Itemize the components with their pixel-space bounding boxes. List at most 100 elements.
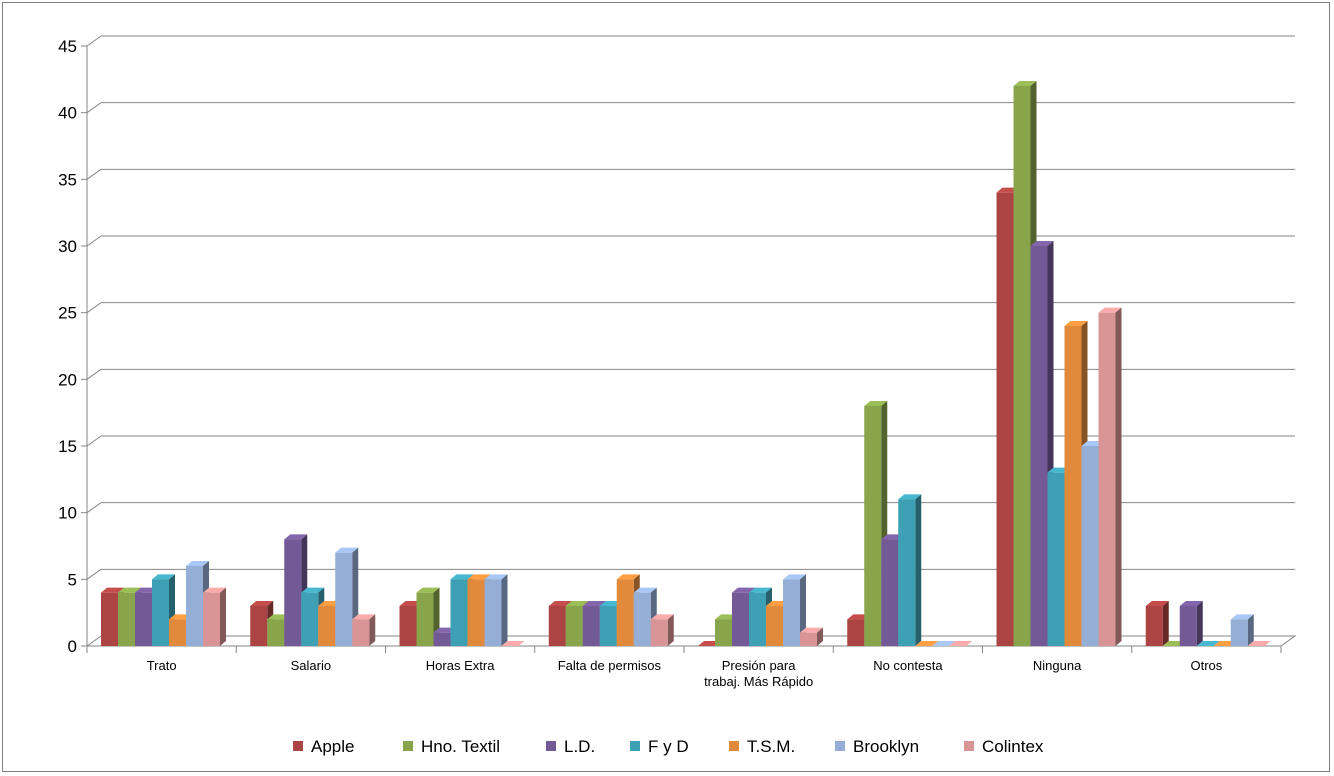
bar-side bbox=[1247, 614, 1254, 646]
bar-top bbox=[783, 574, 806, 580]
y-tick-label: 20 bbox=[58, 370, 77, 389]
legend-swatch bbox=[729, 741, 739, 751]
bar-top bbox=[732, 587, 755, 593]
bar-colintex bbox=[650, 614, 674, 646]
y-axis-ticks: 0 5 10 15 20 25 30 35 40 45 bbox=[58, 37, 87, 656]
bar-front bbox=[1098, 312, 1116, 646]
x-axis-categories: Trato Salario Horas Extra Falta de permisos… bbox=[86, 646, 1282, 689]
bar-side bbox=[1162, 601, 1169, 646]
x-category-label: No contesta bbox=[873, 658, 943, 673]
bar-top bbox=[301, 587, 325, 593]
legend-label: Hno. Textil bbox=[421, 737, 500, 756]
legend-swatch bbox=[835, 741, 845, 751]
bar-front bbox=[135, 592, 152, 646]
legend: Apple Hno. Textil L.D. F y D T.S.M. Brooklyn C… bbox=[293, 737, 1044, 756]
bar-top bbox=[565, 601, 589, 606]
bar-front bbox=[783, 579, 800, 646]
legend-label: Apple bbox=[311, 737, 354, 756]
bar-top bbox=[284, 534, 308, 540]
bar-front bbox=[169, 619, 186, 646]
bar-top bbox=[915, 641, 939, 646]
bar-front bbox=[1230, 619, 1248, 646]
bar-top bbox=[186, 561, 209, 566]
bar-colintex bbox=[800, 627, 823, 646]
legend-item: Apple bbox=[293, 737, 354, 756]
bar-side bbox=[915, 494, 922, 646]
bar-front bbox=[1013, 86, 1031, 646]
gridline-wall bbox=[86, 302, 102, 314]
bar-side bbox=[817, 627, 823, 646]
legend-label: F y D bbox=[648, 737, 689, 756]
bar-front bbox=[599, 606, 617, 646]
legend-label: Colintex bbox=[982, 737, 1044, 756]
bar-top bbox=[616, 574, 640, 580]
bar-front bbox=[1081, 446, 1099, 646]
bar-front bbox=[203, 592, 220, 646]
y-tick-label: 30 bbox=[58, 237, 77, 256]
bar-top bbox=[800, 627, 823, 633]
bar-top bbox=[118, 587, 141, 593]
bar-colintex bbox=[1098, 307, 1122, 646]
bar-side bbox=[800, 574, 806, 646]
legend-item: F y D bbox=[630, 737, 689, 756]
bar-front bbox=[186, 566, 203, 646]
bar-top bbox=[152, 574, 175, 580]
bar-front bbox=[766, 606, 783, 646]
bar-top bbox=[101, 587, 124, 593]
bar-front bbox=[847, 619, 865, 646]
bar-front bbox=[1064, 326, 1082, 646]
bar-front bbox=[898, 499, 916, 646]
bar-front bbox=[633, 592, 651, 646]
bar-top bbox=[450, 574, 474, 580]
x-category-label: trabaj. Más Rápido bbox=[704, 674, 813, 689]
bar-front bbox=[864, 406, 882, 646]
bar-front bbox=[732, 592, 749, 646]
bar-side bbox=[1196, 601, 1203, 646]
bar-front bbox=[1145, 606, 1163, 646]
bar-front bbox=[1047, 472, 1065, 646]
gridline-wall bbox=[86, 368, 102, 380]
bar-side bbox=[220, 587, 226, 646]
bar-top bbox=[467, 574, 491, 580]
bar-top bbox=[352, 614, 376, 620]
bar-top bbox=[1064, 321, 1088, 326]
bar-t-s-m- bbox=[915, 641, 939, 646]
bar-top bbox=[1230, 614, 1254, 620]
bar-colintex bbox=[949, 641, 973, 646]
bar-colintex bbox=[203, 587, 226, 646]
bar-side bbox=[369, 614, 376, 646]
bar-apple bbox=[1145, 601, 1169, 646]
bar-front bbox=[267, 619, 285, 646]
bar-chart: 0 5 10 15 20 25 30 35 40 45 Trato Salario Horas Ext… bbox=[58, 35, 1297, 756]
x-category-label: Presión para bbox=[722, 658, 796, 673]
legend-label: T.S.M. bbox=[747, 737, 795, 756]
x-category-label: Trato bbox=[147, 658, 177, 673]
bar-top bbox=[582, 601, 606, 606]
bar-front bbox=[1030, 246, 1048, 646]
legend-item: Hno. Textil bbox=[403, 737, 500, 756]
bar-front bbox=[467, 579, 485, 646]
legend-label: L.D. bbox=[564, 737, 595, 756]
bar-front bbox=[318, 606, 336, 646]
bar-top bbox=[749, 587, 772, 593]
bar-front bbox=[301, 592, 319, 646]
legend-swatch bbox=[964, 741, 974, 751]
bar-top bbox=[484, 574, 508, 580]
legend-item: Colintex bbox=[964, 737, 1044, 756]
bar-front bbox=[749, 592, 766, 646]
legend-swatch bbox=[403, 741, 413, 751]
bar-top bbox=[250, 601, 274, 606]
legend-item: T.S.M. bbox=[729, 737, 795, 756]
legend-swatch bbox=[630, 741, 640, 751]
y-tick-label: 45 bbox=[58, 37, 77, 56]
bar-top bbox=[1247, 641, 1271, 646]
bar-front bbox=[118, 592, 135, 646]
bar-front bbox=[152, 579, 169, 646]
bar-side bbox=[501, 574, 508, 646]
bar-side bbox=[667, 614, 674, 646]
bar-top bbox=[1030, 241, 1054, 246]
gridline-wall bbox=[86, 235, 102, 247]
gridline-wall bbox=[86, 435, 102, 447]
bar-top bbox=[416, 587, 440, 593]
